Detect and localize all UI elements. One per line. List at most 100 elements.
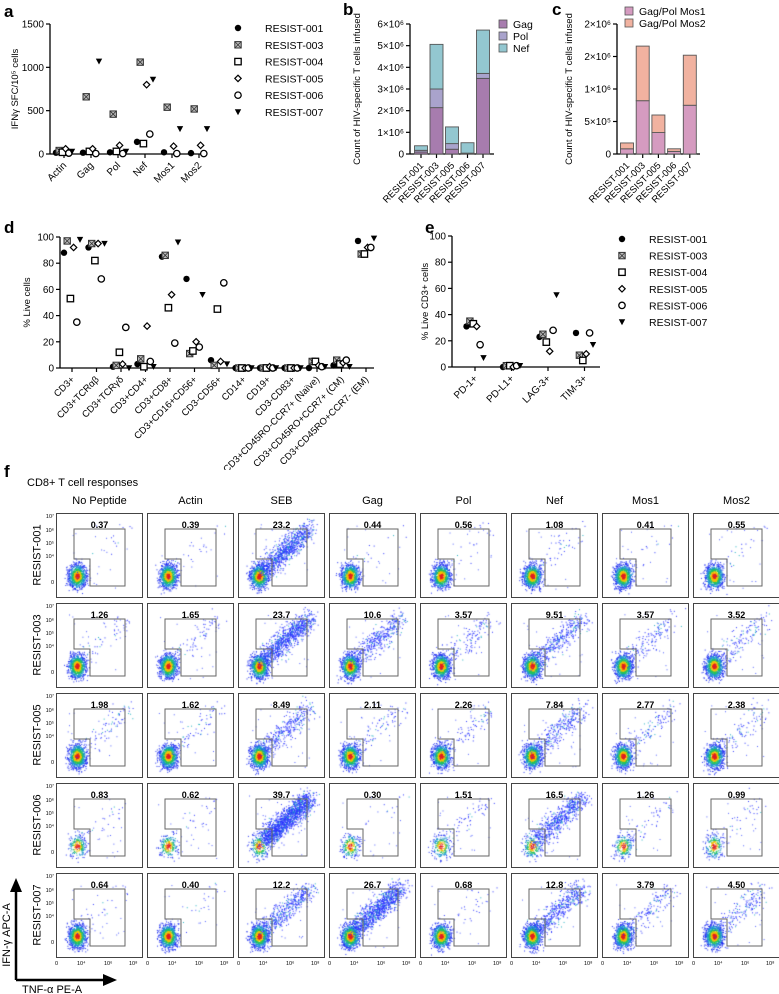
- data-point-resist-007: [272, 365, 280, 372]
- flow-dot-plot: [148, 604, 233, 687]
- data-point-resist-007: [199, 291, 206, 298]
- data-point-resist-004: [140, 362, 148, 371]
- x-tick-label: 10⁸: [311, 961, 320, 967]
- arrow-right-icon: [103, 974, 117, 986]
- gate-percentage: 0.41: [636, 520, 655, 530]
- data-point-resist-001: [187, 149, 195, 157]
- column-header: Nef: [545, 495, 564, 507]
- panel-label-a: a: [4, 2, 14, 21]
- gate-percentage: 2.77: [636, 700, 655, 710]
- flow-plot-resist-006-gag: 0.30: [329, 783, 416, 868]
- gate-polygon: [437, 528, 490, 587]
- x-axis-label: TNF-α PE-A: [22, 984, 83, 994]
- y-tick-label: 2×10⁶: [584, 52, 611, 63]
- data-point-resist-001: [572, 329, 580, 337]
- gate-percentage: 2.38: [727, 700, 746, 710]
- data-point-resist-007: [76, 236, 84, 243]
- data-point-resist-005: [115, 141, 124, 150]
- gate-polygon: [619, 888, 672, 947]
- data-point-resist-007: [203, 126, 211, 133]
- y-tick-label: 0: [50, 940, 54, 946]
- data-point-resist-007: [346, 363, 353, 370]
- flow-dot-plot: [694, 604, 779, 687]
- data-point-resist-003: [112, 361, 120, 370]
- gate-polygon: [437, 708, 490, 767]
- x-tick-label: 10⁸: [129, 961, 138, 967]
- gate-overlay: [73, 888, 126, 947]
- gate-overlay: [528, 528, 581, 587]
- legend-swatch: [498, 31, 508, 41]
- flow-plot-resist-003-nef: 9.51: [511, 603, 598, 688]
- x-tick-label: 10⁶: [104, 961, 113, 967]
- column-header: Gag: [362, 495, 383, 507]
- y-tick-label: 5×10⁶: [377, 41, 404, 52]
- y-tick-label: 80: [435, 258, 447, 269]
- bar-gag-pol-mos2: [667, 148, 682, 152]
- flow-dot-plot: [603, 874, 688, 957]
- marker-cross: [82, 93, 90, 101]
- marker-cross: [161, 251, 169, 259]
- column-header: Pol: [455, 495, 472, 507]
- marker-cross: [136, 58, 144, 66]
- y-tick-label: 10⁵: [45, 721, 54, 727]
- x-tick-label: 0: [510, 961, 514, 967]
- y-tick-label: 500: [27, 106, 44, 117]
- data-point-resist-006: [549, 326, 557, 335]
- legend-label: RESIST-003: [265, 40, 324, 52]
- gate-percentage: 0.68: [454, 880, 473, 890]
- panel-label-d: d: [4, 218, 15, 237]
- data-point-resist-006: [121, 323, 130, 332]
- data-point-resist-006: [199, 149, 208, 158]
- gate-overlay: [619, 528, 672, 587]
- gate-percentage: 3.57: [454, 610, 473, 620]
- data-point-resist-003: [163, 103, 171, 111]
- data-point-resist-004: [578, 356, 587, 365]
- gate-polygon: [73, 708, 126, 767]
- data-point-resist-007: [370, 235, 378, 242]
- data-point-resist-006: [585, 329, 594, 337]
- x-tick-label: 10⁸: [402, 961, 411, 967]
- gate-polygon: [73, 528, 126, 587]
- legend-label: Gag: [513, 19, 533, 31]
- panel-label-e: e: [425, 218, 435, 237]
- flow-dot-plot: [694, 694, 779, 777]
- data-point-resist-005: [196, 141, 205, 150]
- gate-overlay: [164, 618, 217, 677]
- column-header: Mos1: [632, 495, 659, 507]
- gate-polygon: [528, 618, 581, 677]
- y-tick-label: 10⁴: [45, 644, 54, 650]
- data-point-resist-006: [72, 318, 81, 326]
- y-tick-label: 0: [50, 850, 54, 856]
- data-point-resist-003: [210, 361, 218, 370]
- gate-percentage: 39.7: [272, 790, 291, 800]
- data-point-resist-004: [112, 147, 121, 156]
- gate-overlay: [346, 528, 399, 587]
- legend-label: Nef: [513, 43, 529, 55]
- flow-dot-plot: [512, 514, 597, 597]
- data-point-resist-005: [216, 357, 225, 366]
- y-tick-label: 20: [435, 336, 447, 347]
- data-point-resist-005: [142, 80, 151, 89]
- gate-percentage: 16.5: [545, 790, 564, 800]
- gate-overlay: [710, 888, 763, 947]
- data-point-resist-001: [60, 249, 68, 256]
- gate-polygon: [437, 888, 490, 947]
- legend-label: Pol: [513, 31, 528, 43]
- data-point-resist-005: [167, 290, 176, 299]
- column-header: Actin: [178, 495, 203, 507]
- flow-plot-resist-007-seb: 12.2: [238, 873, 325, 958]
- y-tick-label: 60: [43, 285, 55, 296]
- y-axis-label: Count of HIV-specific T cells infused: [352, 13, 363, 165]
- x-tick-label: 0: [328, 961, 332, 967]
- legend-marker-open-square: [234, 57, 242, 66]
- flow-dot-plot: [330, 874, 415, 957]
- y-tick-label: 0: [605, 150, 611, 161]
- y-tick-label: 0: [398, 150, 404, 161]
- gate-percentage: 0.44: [363, 520, 382, 530]
- flow-dot-plot: [57, 784, 142, 867]
- x-tick-label: 10⁴: [259, 961, 268, 967]
- gate-overlay: [164, 888, 217, 947]
- gate-percentage: 0.30: [363, 790, 382, 800]
